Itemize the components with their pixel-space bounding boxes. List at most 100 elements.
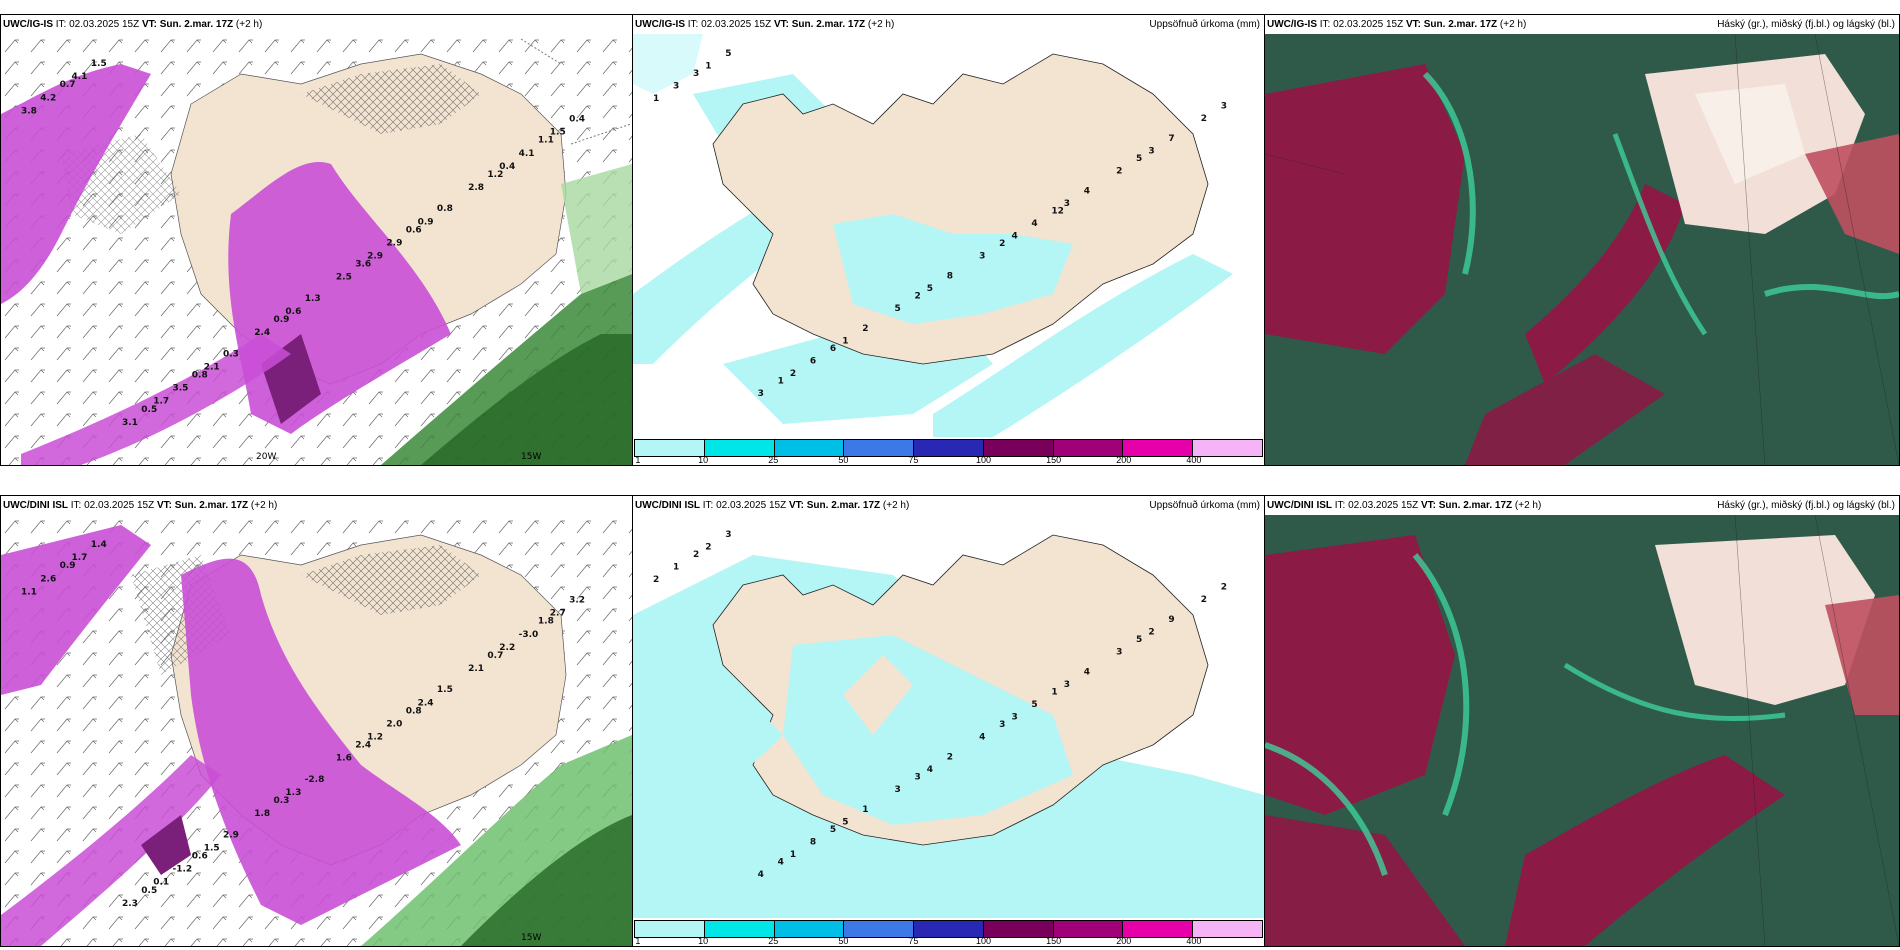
map-canvas: 15W 1.11.20.12.21.31.72.41.52.71.62.32.1… [1, 515, 632, 946]
map-value-label: 2.9 [367, 252, 383, 262]
map-value-label: 1 [673, 562, 679, 572]
map-value-label: 3 [1064, 199, 1070, 209]
map-value-label: 0.4 [569, 115, 585, 125]
legend-swatch [1123, 440, 1194, 456]
legend-tick: 75 [908, 936, 919, 946]
map-value-label: 1 [705, 61, 711, 71]
map-value-label: 0.8 [192, 371, 208, 381]
map-value-label: -2.8 [305, 775, 325, 785]
map-value-label: 2.4 [254, 328, 270, 338]
wind-precip-map[interactable]: 20W 15W 3.8 2.9 1.7 0.4 0.6 4.1 0.9 2.1 1.5 2.5 3.… [1, 34, 632, 465]
map-value-label: 3 [915, 773, 921, 783]
map-value-label: 5 [842, 817, 848, 827]
panel-header: UWC/IG-IS IT: 02.03.2025 15Z VT: Sun. 2.… [1, 15, 632, 34]
map-value-label: 2 [693, 550, 699, 560]
legend-tick: 25 [768, 455, 779, 465]
panel-subtitle: Háský (gr.), miðský (fj.bl.) og lágský (… [1717, 19, 1895, 30]
map-value-label: 9 [1168, 615, 1174, 625]
map-value-label: 0.9 [274, 315, 290, 325]
map-value-label: 6 [810, 356, 816, 366]
cloud-cover-map[interactable] [1265, 515, 1899, 946]
map-value-label: 0.9 [418, 217, 434, 227]
legend-tick: 1 [635, 936, 641, 946]
map-value-label: 1.2 [487, 170, 503, 180]
map-value-label: 3 [1012, 712, 1018, 722]
map-value-label: 2 [1221, 583, 1227, 593]
panel-header: UWC/IG-IS IT: 02.03.2025 15Z VT: Sun. 2.… [1265, 15, 1899, 34]
map-canvas: 20W 15W 3.82.91.70.40.64.10.92.11.52.53.… [1, 34, 632, 465]
legend-tick: 75 [908, 455, 919, 465]
map-value-label: 3 [725, 530, 731, 540]
legend-tick: 150 [1046, 455, 1062, 465]
map-value-label: 2 [705, 542, 711, 552]
map-value-label: 2.9 [386, 239, 402, 249]
map-value-label: 2.3 [122, 899, 138, 909]
map-value-label: 2.5 [336, 273, 352, 283]
model-label: UWC/IG-IS [3, 19, 53, 30]
panel-ig-wind-precip: UWC/IG-IS IT: 02.03.2025 15Z VT: Sun. 2.… [0, 14, 633, 466]
map-value-label: 0.6 [285, 307, 301, 317]
panel-dini-clouds: UWC/DINI ISL IT: 02.03.2025 15Z VT: Sun.… [1264, 495, 1900, 947]
legend-swatch [1193, 440, 1263, 456]
map-value-label: -3.0 [519, 630, 539, 640]
map-value-label: 5 [1136, 635, 1142, 645]
map-value-label: 4.1 [519, 149, 535, 159]
accum-precip-map[interactable]: 1 4 2 3 5 1 3 1 2 3 3 2 5 3 4 6 7 8 5 4 2 3 2 1 5 2 3 12 6 [633, 34, 1264, 437]
legend-swatch [704, 921, 775, 937]
map-value-label: 3 [979, 251, 985, 261]
map-value-label: 3 [758, 389, 764, 399]
legend-tick: 10 [698, 936, 709, 946]
legend-swatch [635, 921, 705, 937]
map-value-label: 2.2 [499, 643, 515, 653]
panel-dini-wind-precip: UWC/DINI ISL IT: 02.03.2025 15Z VT: Sun.… [0, 495, 633, 947]
legend-swatch [774, 921, 845, 937]
map-value-label: 1.8 [538, 617, 554, 627]
legend-tick: 400 [1186, 936, 1202, 946]
map-value-label: 7 [1168, 134, 1174, 144]
legend-tick: 10 [698, 455, 709, 465]
map-value-label: 0.7 [60, 80, 76, 90]
map-value-label: 1 [842, 336, 848, 346]
panel-subtitle: Uppsöfnuð úrkoma (mm) [1149, 500, 1260, 511]
map-canvas [1265, 34, 1899, 465]
map-value-label: 4.1 [72, 72, 88, 82]
map-value-label: 0.3 [223, 349, 239, 359]
legend-tick: 100 [976, 936, 992, 946]
legend-tick: 200 [1116, 455, 1132, 465]
map-value-label: 3 [999, 720, 1005, 730]
map-value-label: 0.1 [153, 878, 169, 888]
map-value-label: 1.4 [91, 540, 107, 550]
legend-tick: 50 [838, 455, 849, 465]
map-value-label: 5 [927, 284, 933, 294]
map-value-label: 2 [653, 575, 659, 585]
legend-swatch [914, 921, 984, 937]
map-value-label: 0.4 [499, 162, 515, 172]
map-value-label: 1.5 [550, 128, 566, 138]
map-value-label: 2.4 [418, 698, 434, 708]
svg-text:20W: 20W [256, 452, 276, 462]
map-value-label: 2 [1201, 114, 1207, 124]
legend-tick: 150 [1046, 936, 1062, 946]
map-value-label: 4 [1012, 231, 1018, 241]
legend-swatch [1053, 921, 1124, 937]
wind-precip-map[interactable]: 15W 1.1 1.2 0.1 2.2 1.3 1.7 2.4 1.5 2.7 1.6 2.3 2.1… [1, 515, 632, 946]
map-value-label: 3 [895, 785, 901, 795]
map-value-label: 3 [1221, 102, 1227, 112]
legend-swatch [844, 921, 915, 937]
map-value-label: 3 [1064, 680, 1070, 690]
panel-subtitle: Háský (gr.), miðský (fj.bl.) og lágský (… [1717, 500, 1895, 511]
legend-swatch [983, 440, 1054, 456]
legend-swatch [635, 440, 705, 456]
legend-swatch [1193, 921, 1263, 937]
map-value-label: 5 [725, 49, 731, 59]
map-value-label: 0.7 [487, 651, 503, 661]
map-value-label: 4 [1031, 219, 1037, 229]
cloud-cover-map[interactable] [1265, 34, 1899, 465]
map-value-label: 2.9 [223, 830, 239, 840]
map-value-label: 1 [790, 850, 796, 860]
legend-tick: 50 [838, 936, 849, 946]
map-value-label: 3.1 [122, 418, 138, 428]
panel-subtitle: Uppsöfnuð úrkoma (mm) [1149, 19, 1260, 30]
map-value-label: 2 [999, 239, 1005, 249]
